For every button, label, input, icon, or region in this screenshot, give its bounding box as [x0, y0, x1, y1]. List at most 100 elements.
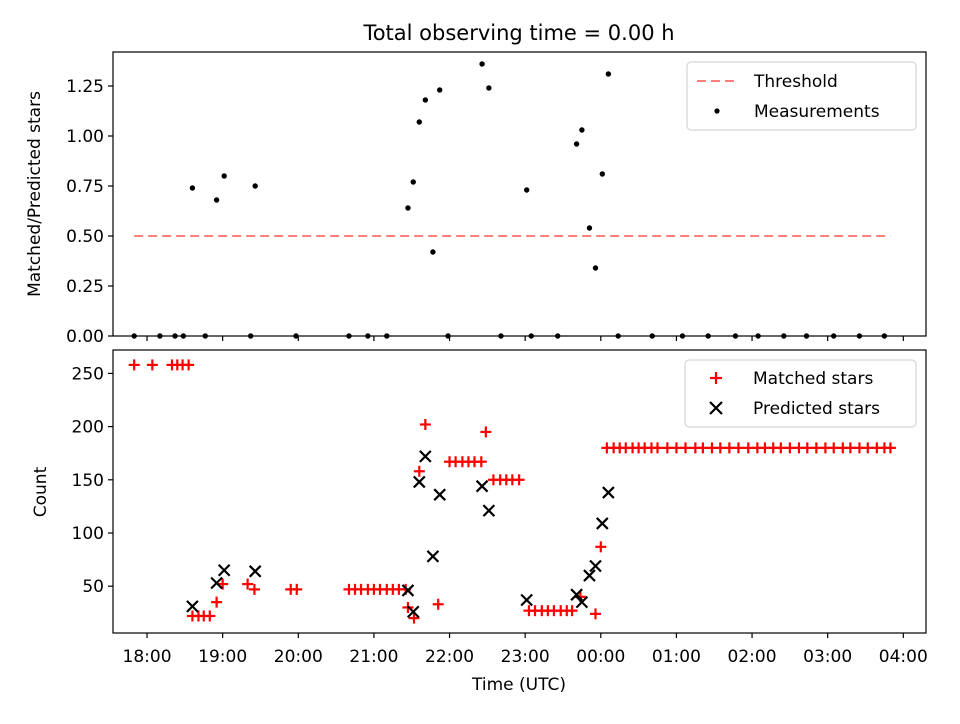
top-y-tick-label: 1.00: [66, 127, 104, 147]
top-y-tick-label: 0.00: [66, 327, 104, 347]
top-y-ticks: 0.00 0.25 0.50 0.75 1.00 1.25: [66, 77, 113, 347]
bottom-y-tick-label: 200: [72, 418, 104, 438]
bottom-y-ticks: 50 100 150 200 250: [72, 364, 113, 597]
bottom-y-axis-label: Count: [31, 466, 51, 517]
predicted-star-point: [186, 600, 199, 613]
measurements-legend-label: Measurements: [754, 102, 880, 122]
matched-star-point: [146, 359, 158, 371]
predicted-legend-marker: [709, 401, 723, 415]
measurements-legend-marker: [714, 108, 720, 114]
predicted-star-point: [583, 569, 596, 582]
bottom-y-tick-label: 250: [72, 364, 104, 384]
top-legend: Threshold Measurements: [686, 61, 917, 131]
matched-legend-marker: [710, 372, 722, 384]
predicted-legend-label: Predicted stars: [753, 399, 880, 419]
matched-star-point: [419, 418, 431, 430]
matched-star-point: [475, 456, 487, 468]
predicted-star-point: [419, 450, 432, 463]
predicted-star-point: [520, 593, 533, 607]
measurement-point: [579, 127, 585, 133]
x-tick-label: 04:00: [879, 647, 928, 667]
matched-star-point: [242, 578, 254, 590]
measurement-point: [479, 61, 485, 67]
predicted-star-point: [413, 475, 426, 489]
x-tick-label: 18:00: [123, 647, 172, 667]
x-tick-label: 21:00: [349, 647, 398, 667]
matched-legend-label: Matched stars: [753, 369, 873, 389]
measurement-point: [221, 173, 227, 179]
matched-stars-points: [128, 359, 896, 624]
matched-star-point: [590, 608, 602, 620]
matched-star-point: [595, 541, 607, 553]
matched-star-point: [413, 465, 425, 477]
matched-star-point: [566, 605, 578, 617]
matched-star-point: [652, 442, 664, 454]
bottom-y-tick-label: 100: [72, 524, 104, 544]
top-y-tick-label: 0.50: [66, 227, 104, 247]
predicted-star-point: [406, 605, 420, 618]
predicted-star-point: [575, 595, 589, 609]
predicted-stars-points: [186, 450, 615, 618]
predicted-star-point: [596, 517, 609, 530]
x-tick-label: 23:00: [501, 647, 550, 667]
matched-star-point: [248, 583, 260, 595]
measurement-point: [599, 171, 606, 177]
matched-star-point: [128, 359, 140, 371]
matched-star-point: [183, 359, 195, 371]
predicted-star-point: [401, 584, 415, 597]
measurement-point: [586, 225, 593, 231]
predicted-star-point: [589, 559, 602, 573]
bottom-y-tick-label: 150: [72, 471, 104, 491]
predicted-star-point: [217, 563, 231, 577]
measurement-point: [213, 197, 220, 203]
matched-star-point: [884, 442, 896, 454]
x-axis-label: Time (UTC): [471, 675, 566, 695]
measurement-point: [405, 205, 411, 211]
measurement-point: [523, 187, 530, 193]
measurement-point: [592, 265, 599, 271]
x-tick-label: 03:00: [803, 647, 852, 667]
predicted-star-point: [482, 504, 496, 517]
matched-star-point: [408, 612, 420, 624]
predicted-star-point: [475, 479, 489, 493]
chart-title: Total observing time = 0.00 h: [362, 21, 674, 45]
measurement-point: [605, 71, 612, 77]
x-tick-label: 22:00: [425, 647, 474, 667]
top-y-tick-label: 0.75: [66, 177, 104, 197]
top-panel: Matched/Predicted stars 0.00 0.25 0.50 0.75…: [25, 51, 927, 347]
measurement-point: [422, 97, 429, 103]
measurement-point: [252, 183, 258, 189]
predicted-star-point: [248, 565, 262, 578]
predicted-star-point: [570, 588, 583, 601]
measurement-point: [430, 249, 436, 255]
top-y-axis-label: Matched/Predicted stars: [25, 91, 45, 297]
matched-star-point: [291, 583, 303, 595]
measurement-point: [416, 119, 422, 125]
measurement-point: [573, 141, 580, 147]
bottom-x-ticks: 18:00 19:00 20:00 21:00 22:00 23:00 00:00 01:00…: [123, 633, 928, 667]
predicted-star-point: [426, 550, 440, 563]
predicted-star-point: [602, 486, 615, 499]
matched-star-point: [211, 596, 223, 608]
x-tick-label: 19:00: [198, 647, 247, 667]
top-plot-frame: [112, 51, 927, 337]
matched-star-point: [680, 442, 692, 454]
matched-star-point: [732, 442, 744, 454]
bottom-plot-frame: [112, 349, 927, 634]
x-tick-label: 02:00: [728, 647, 777, 667]
x-tick-label: 20:00: [274, 647, 323, 667]
bottom-legend-box: [684, 359, 917, 428]
x-tick-label: 00:00: [576, 647, 625, 667]
measurement-point: [486, 85, 492, 91]
measurement-point: [410, 179, 416, 185]
matched-star-point: [204, 610, 216, 622]
matched-star-point: [432, 598, 444, 610]
matched-star-point: [480, 426, 492, 438]
top-y-tick-label: 1.25: [66, 77, 104, 97]
top-y-tick-label: 0.25: [66, 277, 104, 297]
bottom-y-tick-label: 50: [82, 577, 104, 597]
x-tick-label: 01:00: [652, 647, 701, 667]
matched-star-point: [513, 474, 525, 486]
predicted-star-point: [210, 576, 223, 590]
